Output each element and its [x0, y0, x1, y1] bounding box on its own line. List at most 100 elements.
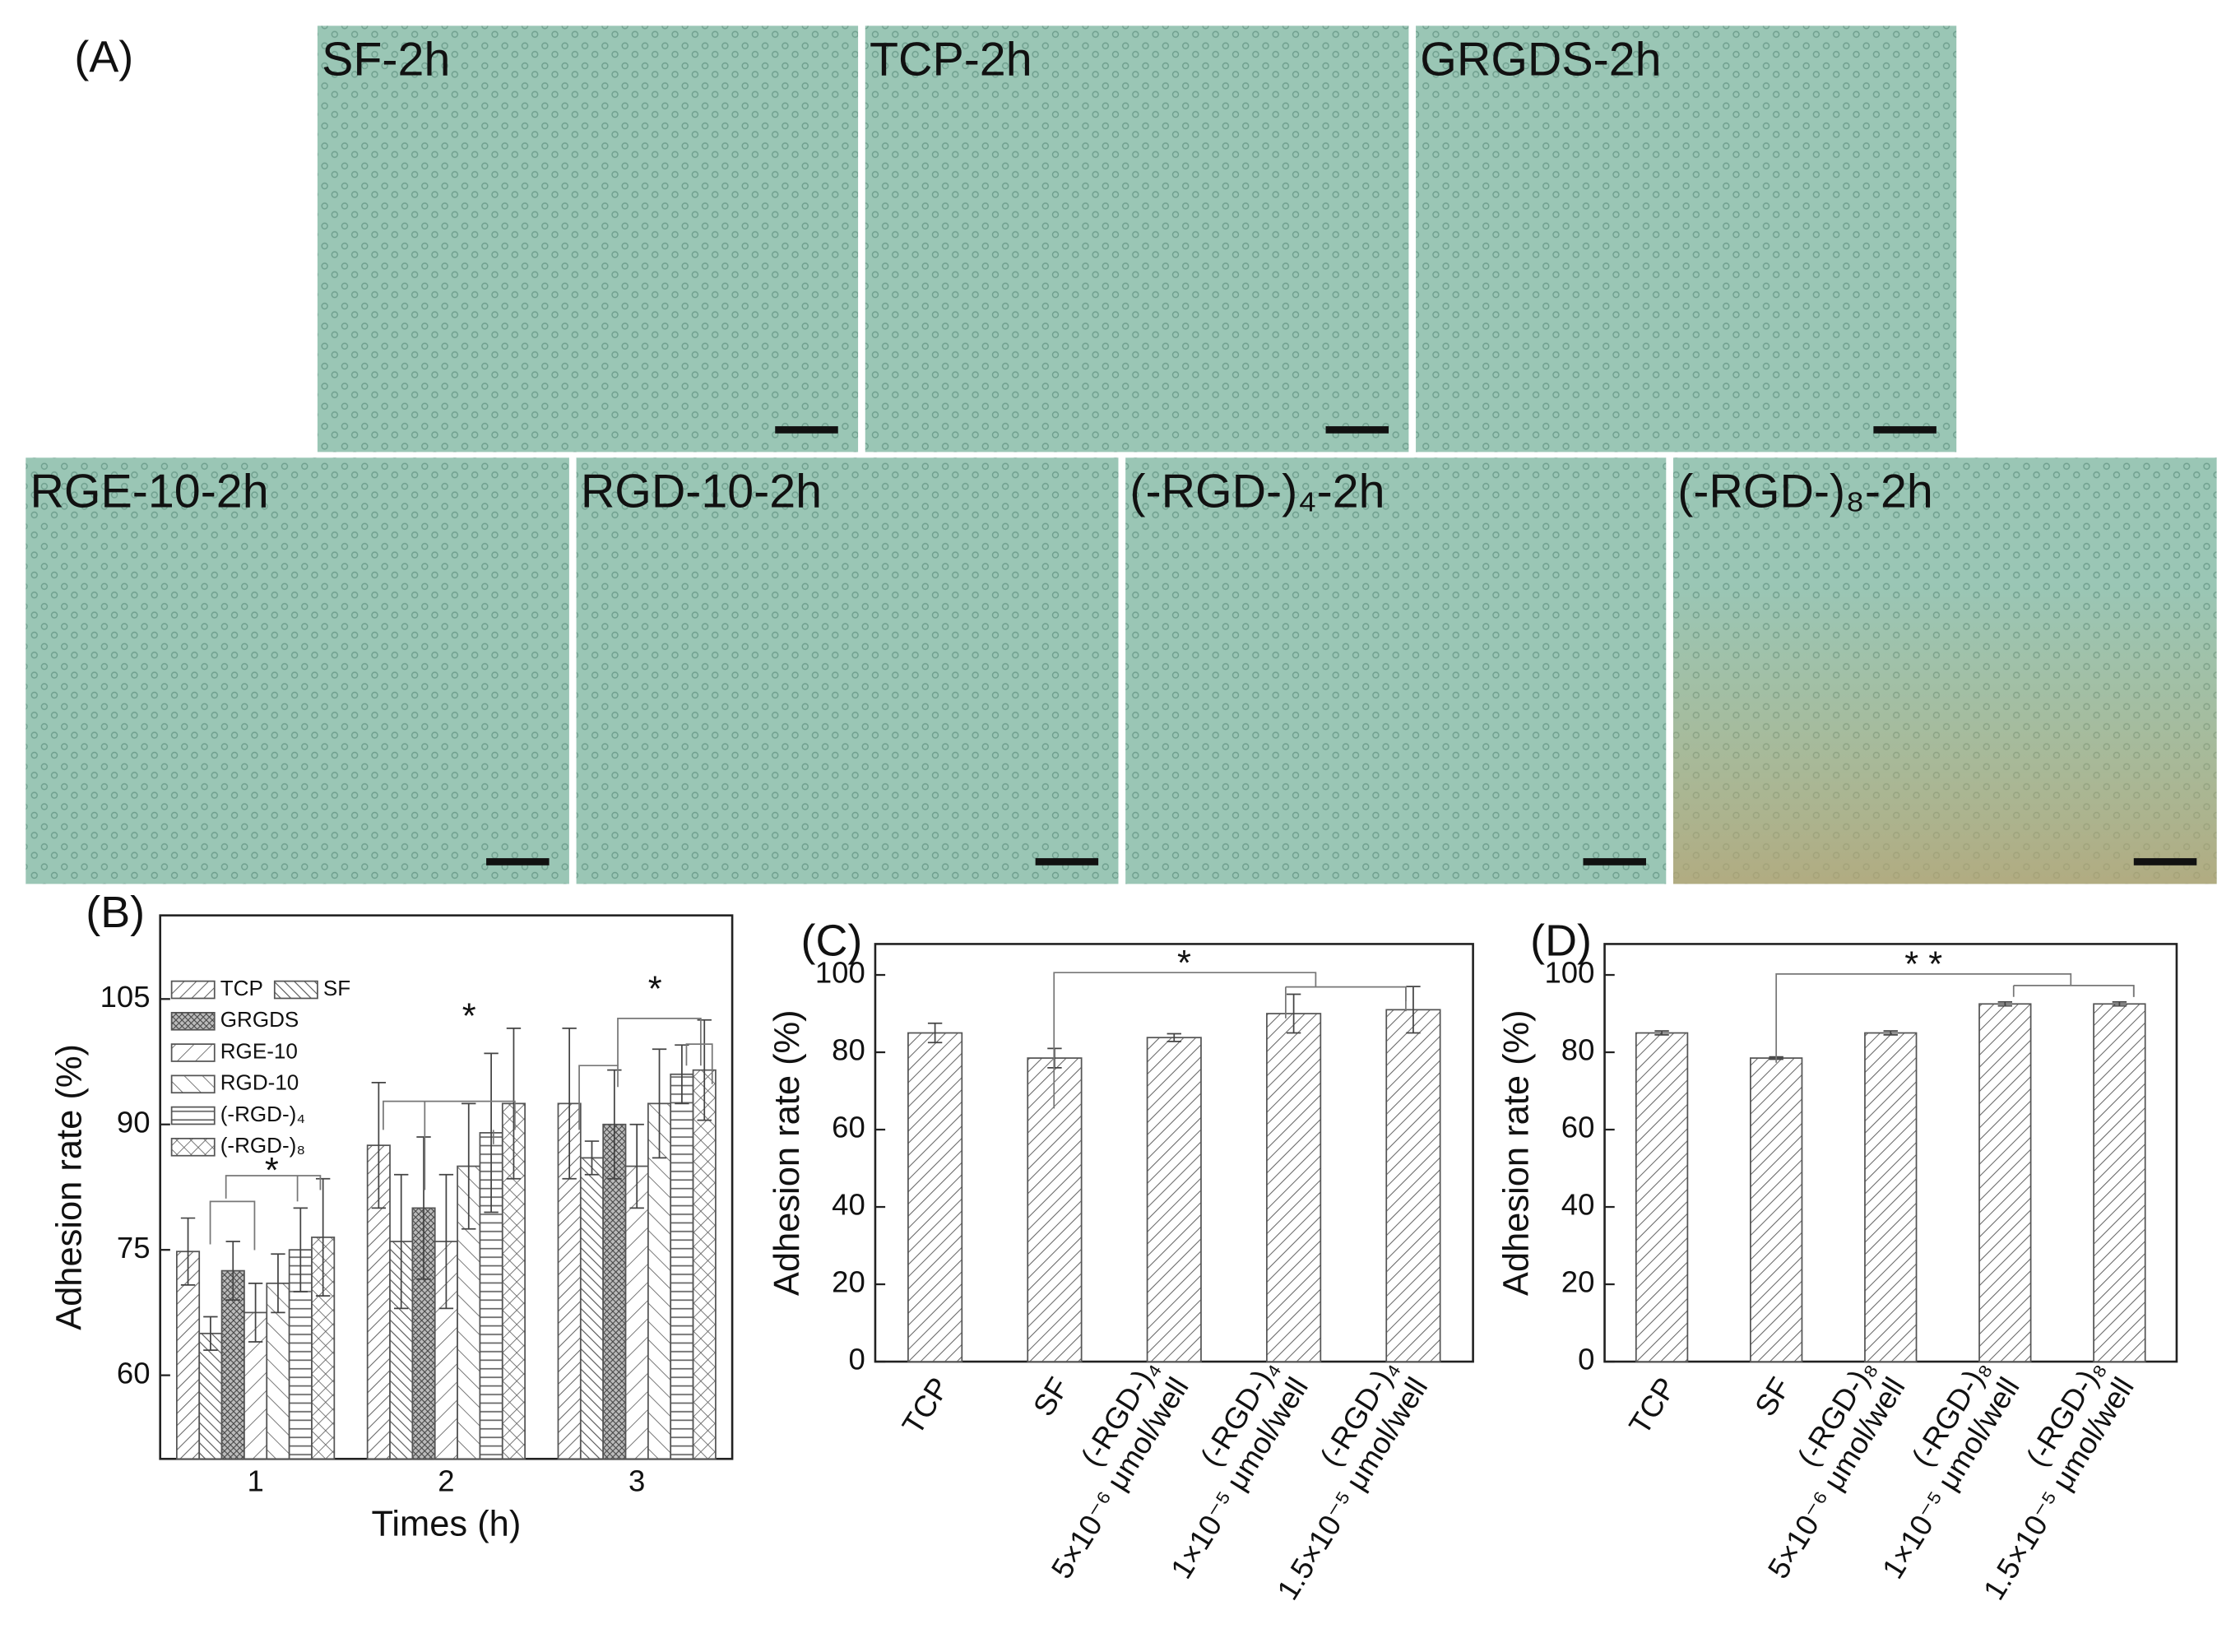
micrograph-image: [26, 457, 569, 884]
error-bar: [180, 1217, 196, 1286]
legend-label: SF: [323, 976, 350, 1000]
y-tick-label: 0: [848, 1343, 865, 1376]
bar: [624, 1165, 649, 1460]
x-axis-label: Times (h): [371, 1504, 521, 1543]
micrograph-image: [865, 26, 1409, 452]
legend-swatch: [170, 1012, 216, 1031]
y-tick-label: 0: [1578, 1343, 1594, 1376]
significance-bracket: [2013, 984, 2135, 997]
x-tick-label: TCP: [1622, 1371, 1682, 1441]
panel-label: (C): [801, 916, 863, 966]
bar: [1146, 1037, 1202, 1362]
bar: [1027, 1057, 1083, 1362]
legend-swatch: [170, 980, 216, 1000]
bar: [198, 1332, 223, 1460]
y-tick-label: 20: [832, 1265, 865, 1299]
bar: [311, 1237, 336, 1460]
y-tick-label: 80: [1561, 1033, 1595, 1067]
micrographs: SF-2h TCP-2h GRGDS-2h RGE-10-2h RGD-10-2h (-R…: [26, 26, 2217, 884]
error-bar: [697, 1019, 712, 1121]
error-bar: [248, 1282, 263, 1343]
error-bar: [462, 1102, 476, 1230]
micrograph-label: GRGDS-2h: [1420, 34, 1661, 86]
error-bar: [506, 1027, 522, 1180]
micrograph-label: RGE-10-2h: [30, 466, 269, 518]
significance-bracket: [1053, 972, 1317, 1109]
y-tick-label: 100: [1544, 956, 1594, 990]
significance-bracket: [685, 1043, 713, 1084]
error-bar: [2112, 1001, 2127, 1007]
micrograph-label: (-RGD-)₄-2h: [1129, 466, 1385, 518]
y-axis-label: Adhesion rate (%): [49, 1044, 89, 1330]
error-bar: [584, 1140, 600, 1176]
panel-label: (D): [1530, 916, 1592, 966]
error-bar: [1286, 993, 1301, 1034]
legend-label: TCP: [220, 976, 263, 1000]
legend-label: (-RGD-)₄: [220, 1102, 305, 1126]
bar: [579, 1157, 605, 1460]
error-bar: [607, 1069, 622, 1180]
significance-bracket: [1775, 973, 2072, 1063]
bar: [1864, 1032, 1918, 1362]
micrograph-label: TCP-2h: [870, 34, 1032, 86]
error-bar: [371, 1082, 387, 1209]
micrograph: SF-2h: [317, 26, 859, 452]
bar: [2093, 1003, 2146, 1362]
micrograph-label: (-RGD-)₈-2h: [1677, 466, 1933, 518]
x-tick-label: SF: [1748, 1371, 1797, 1422]
error-bar: [629, 1123, 644, 1209]
bar: [692, 1069, 717, 1460]
significance-star: *: [462, 996, 476, 1036]
scale-bar: [2133, 858, 2197, 865]
y-tick-label: 40: [832, 1188, 865, 1222]
error-bar: [927, 1022, 943, 1044]
error-bar: [315, 1177, 331, 1297]
error-bar: [484, 1052, 499, 1213]
bar: [1978, 1003, 2032, 1362]
significance-star: *: [265, 1151, 279, 1190]
legend-swatch: [170, 1043, 216, 1062]
micrograph: (-RGD-)₄-2h: [1125, 457, 1667, 884]
x-tick-label: 1: [247, 1464, 263, 1497]
scale-bar: [486, 858, 550, 865]
significance-bracket: [578, 1065, 619, 1130]
significance-bracket: [209, 1200, 256, 1251]
error-bar: [652, 1048, 667, 1159]
error-bar: [438, 1173, 454, 1310]
micrograph: (-RGD-)₈-2h: [1673, 457, 2217, 884]
charts: (B) 60 75 90 105 Adhesion rate (%) Times (h) 1 2…: [49, 888, 2178, 1606]
micrograph-label: SF-2h: [322, 34, 450, 86]
x-tick-label: TCP: [896, 1371, 956, 1441]
y-tick-label: 40: [1561, 1188, 1595, 1222]
scale-bar: [1583, 858, 1646, 865]
error-bar: [1883, 1030, 1898, 1036]
legend-label: (-RGD-)₈: [220, 1133, 305, 1158]
y-tick-label: 100: [815, 956, 865, 990]
significance-star: *: [648, 969, 662, 1009]
y-tick-label: 80: [832, 1033, 865, 1067]
micrograph: GRGDS-2h: [1416, 26, 1957, 452]
x-tick-label: 3: [628, 1464, 645, 1497]
micrograph: RGD-10-2h: [576, 457, 1119, 884]
legend-swatch: [170, 1106, 216, 1125]
error-bar: [203, 1316, 218, 1352]
legend-label: RGD-10: [220, 1070, 299, 1095]
y-tick-label: 75: [117, 1231, 151, 1265]
y-axis-label: Adhesion rate (%): [1497, 1009, 1537, 1296]
significance-star: *: [1177, 944, 1191, 983]
error-bar: [293, 1207, 308, 1292]
significance-bracket: [1285, 986, 1407, 1001]
y-axis-label: Adhesion rate (%): [768, 1009, 807, 1296]
bar: [1750, 1057, 1803, 1362]
micrograph-image: [576, 457, 1119, 884]
legend-label: GRGDS: [220, 1007, 299, 1032]
bar: [1635, 1032, 1689, 1362]
y-tick-label: 20: [1561, 1265, 1595, 1299]
bar: [670, 1073, 694, 1460]
micrograph: RGE-10-2h: [26, 457, 569, 884]
error-bar: [225, 1241, 240, 1302]
micrograph-image: [1125, 457, 1667, 884]
